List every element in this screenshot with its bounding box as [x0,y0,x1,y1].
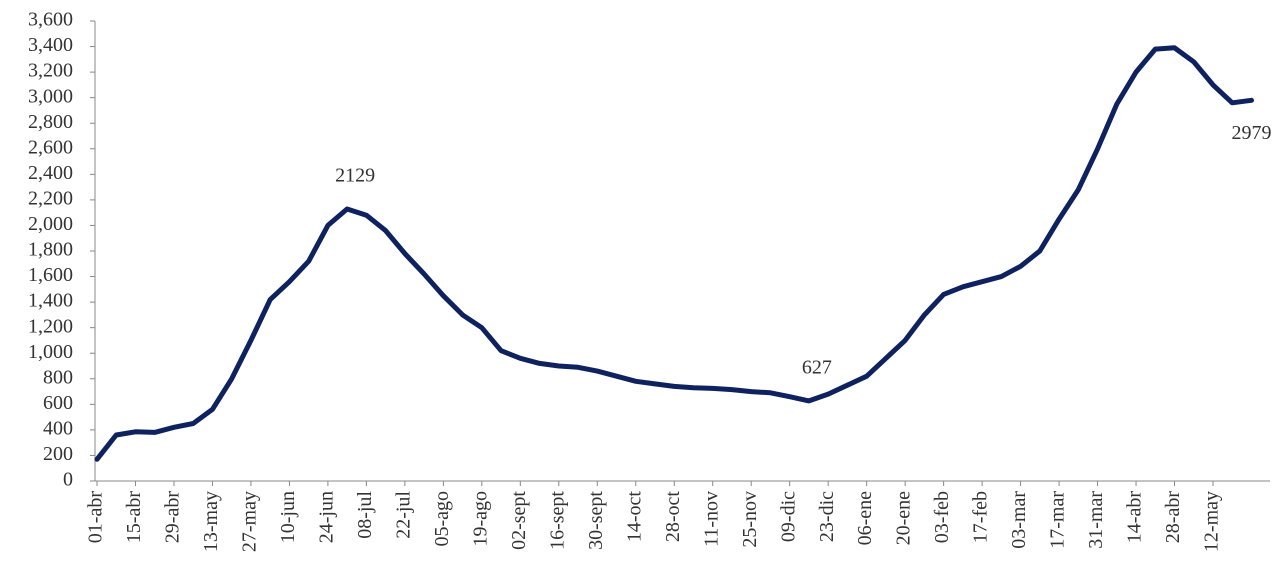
y-tick-label: 3,200 [28,60,73,82]
y-tick-label: 1,600 [28,264,73,286]
y-tick-label: 2,000 [28,213,73,235]
x-tick-label: 09-dic [777,491,799,542]
data-label: 2979 [1231,122,1271,144]
y-tick-label: 2,800 [28,111,73,133]
x-tick-label: 28-abr [1162,491,1184,544]
x-tick-label: 20-ene [893,491,915,546]
x-tick-label: 28-oct [662,491,684,543]
x-tick-label: 08-jul [354,491,376,539]
y-tick-label: 2,600 [28,136,73,158]
y-tick-label: 200 [43,443,73,465]
x-tick-label: 14-oct [623,491,645,543]
y-tick-label: 1,800 [28,239,73,261]
x-tick-label: 17-mar [1047,491,1069,549]
x-tick-label: 23-dic [816,491,838,542]
y-tick-label: 0 [63,469,73,491]
y-tick-label: 3,400 [28,34,73,56]
x-tick-label: 03-feb [931,491,953,543]
x-tick-label: 12-may [1201,491,1223,552]
y-tick-label: 1,200 [28,315,73,337]
x-tick-label: 17-feb [970,491,992,543]
y-tick-label: 1,400 [28,290,73,312]
x-tick-label: 22-jul [392,491,414,539]
x-tick-label: 24-jun [315,491,337,543]
y-tick-label: 800 [43,366,73,388]
x-tick-label: 10-jun [277,491,299,543]
y-tick-label: 3,000 [28,85,73,107]
x-tick-label: 31-mar [1085,491,1107,549]
x-tick-label: 06-ene [854,491,876,546]
x-tick-label: 16-sept [546,491,568,550]
x-tick-label: 01-abr [85,491,107,544]
data-label: 2129 [335,165,375,187]
y-tick-label: 1,000 [28,341,73,363]
y-tick-label: 600 [43,392,73,414]
x-tick-label: 14-abr [1124,491,1146,544]
x-tick-label: 15-abr [123,491,145,544]
x-tick-label: 13-may [200,491,222,552]
y-tick-label: 400 [43,417,73,439]
data-label: 627 [802,356,832,378]
line [94,45,1254,462]
x-tick-label: 11-nov [700,491,722,547]
x-tick-label: 27-may [239,491,261,552]
x-tick-label: 02-sept [508,491,530,550]
y-tick-label: 2,400 [28,162,73,184]
x-tick-label: 30-sept [585,491,607,550]
x-tick-label: 25-nov [739,491,761,548]
x-tick-label: 19-ago [469,491,491,547]
x-tick-label: 29-abr [162,491,184,544]
y-tick-label: 2,200 [28,187,73,209]
x-tick-label: 03-mar [1008,491,1030,549]
y-tick-label: 3,600 [28,9,73,31]
x-tick-label: 05-ago [431,491,453,547]
